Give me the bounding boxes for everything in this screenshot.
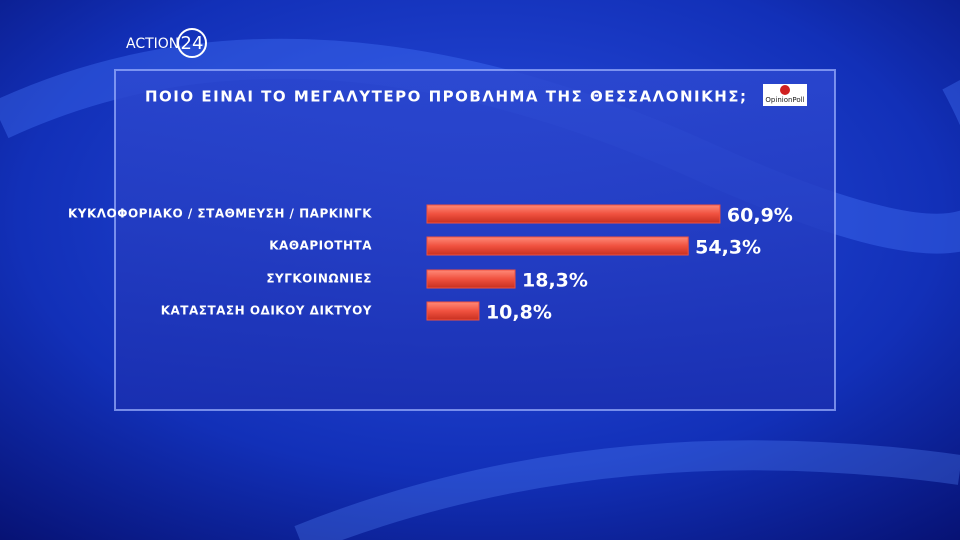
value-label: 54,3%: [695, 237, 761, 259]
swoosh: [294, 440, 960, 540]
category-label: ΣΥΓΚΟΙΝΩΝΙΕΣ: [266, 272, 372, 286]
logo-ring: [177, 28, 207, 58]
value-label: 10,8%: [486, 302, 552, 324]
bar: [426, 269, 516, 289]
chart-title: ΠΟΙΟ ΕΙΝΑΙ ΤΟ ΜΕΓΑΛΥΤΕΡΟ ΠΡΟΒΛΗΜΑ ΤΗΣ ΘΕ…: [145, 88, 748, 106]
bar: [426, 301, 480, 321]
category-label: ΚΑΤΑΣΤΑΣΗ ΟΔΙΚΟΥ ΔΙΚΤΥΟΥ: [161, 304, 372, 318]
pollster-dot: [780, 85, 790, 95]
pollster-name: OpinionPoll: [765, 96, 804, 104]
value-label: 60,9%: [727, 205, 793, 227]
bar: [426, 204, 721, 224]
value-label: 18,3%: [522, 270, 588, 292]
channel-number: 24: [181, 33, 204, 54]
bar: [426, 236, 689, 256]
category-label: ΚΑΘΑΡΙΟΤΗΤΑ: [269, 239, 372, 253]
channel-logo: ACTION: [126, 36, 179, 52]
category-label: ΚΥΚΛΟΦΟΡΙΑΚΟ / ΣΤΑΘΜΕΥΣΗ / ΠΑΡΚΙΝΓΚ: [68, 207, 372, 221]
